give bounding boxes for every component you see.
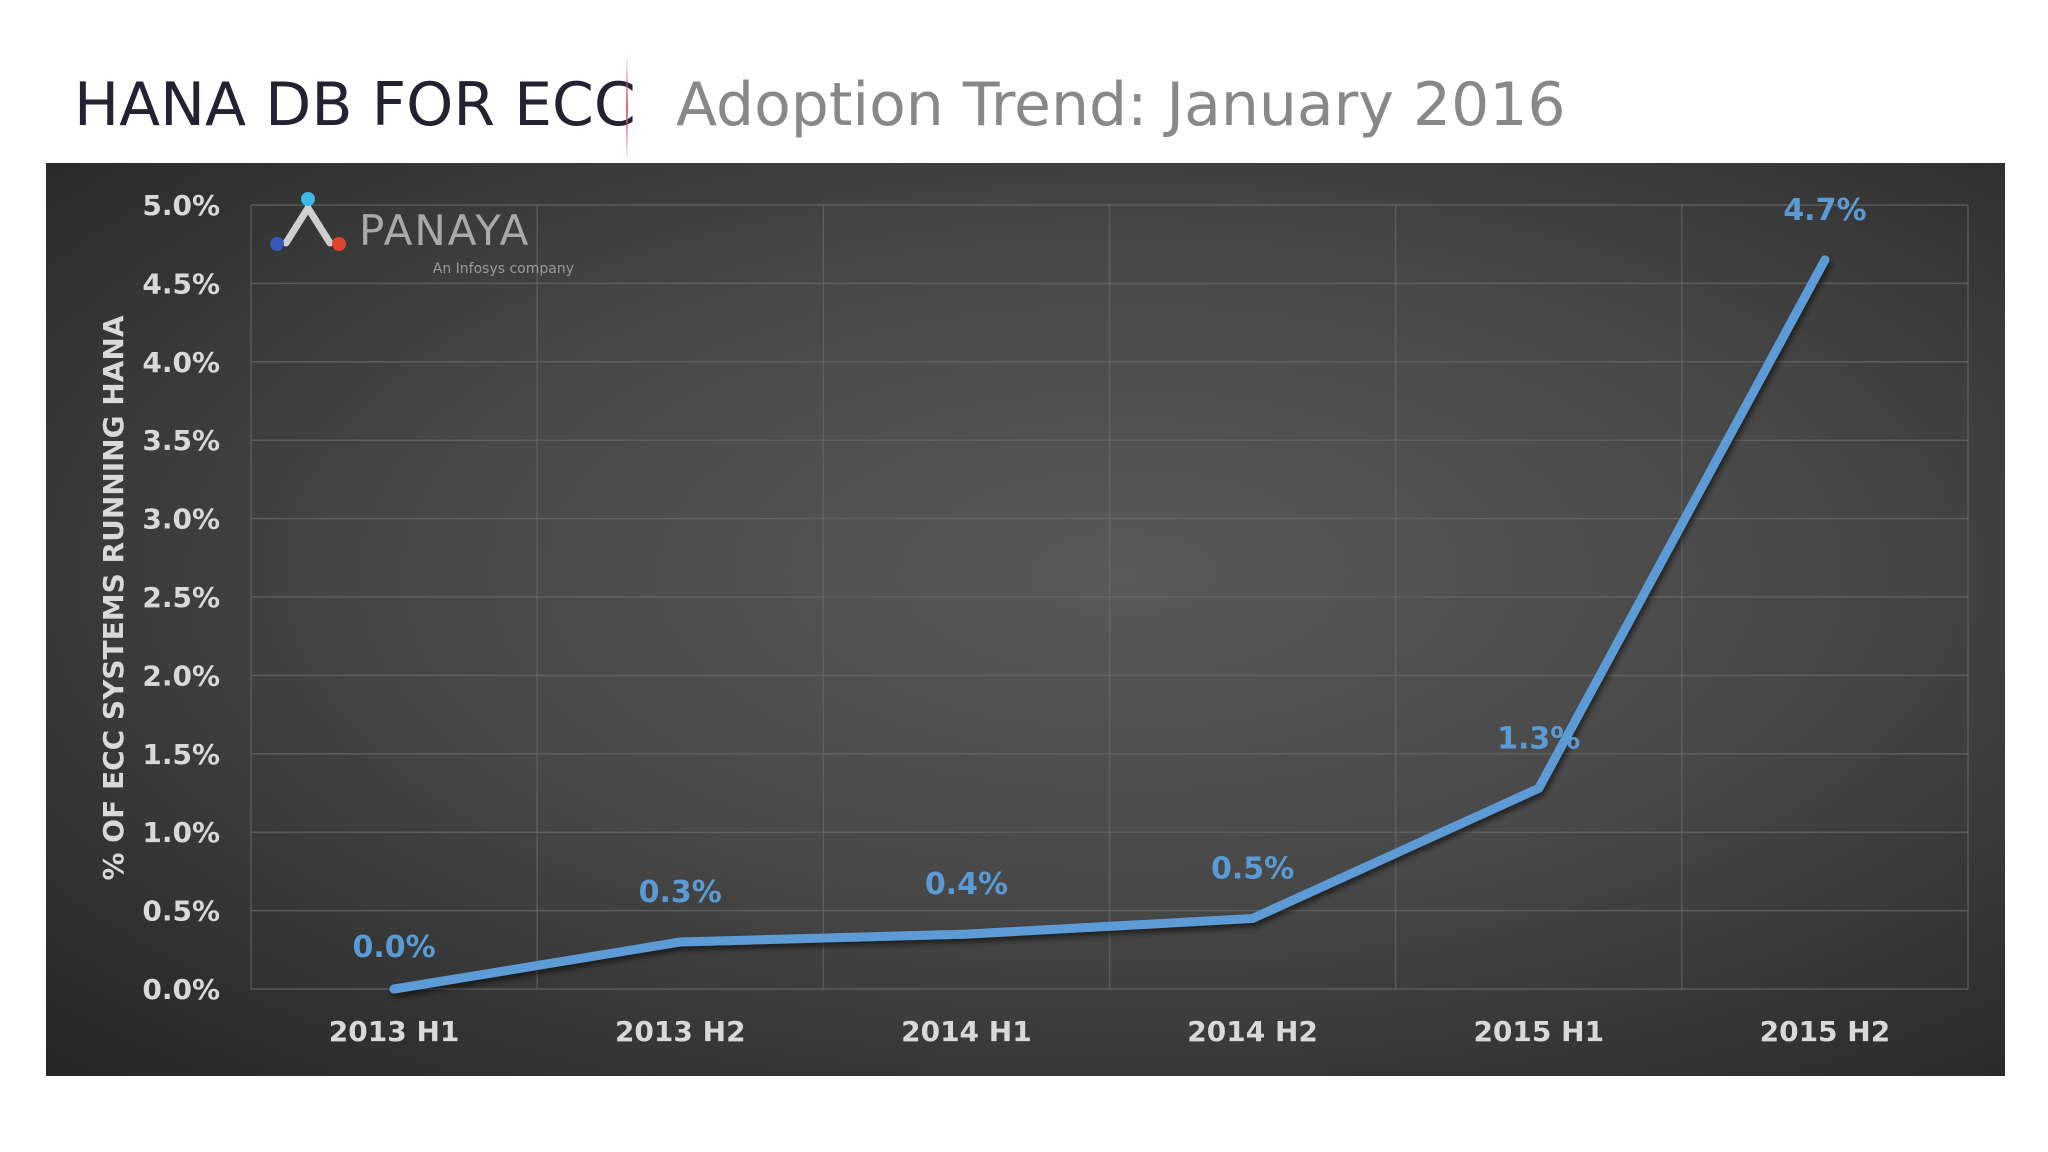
- y-tick-label: 3.0%: [142, 503, 220, 536]
- page-subtitle: Adoption Trend: January 2016: [676, 70, 1566, 140]
- y-tick-label: 3.5%: [142, 424, 220, 457]
- y-tick-label: 0.0%: [142, 973, 220, 1006]
- y-tick-label: 0.5%: [142, 895, 220, 928]
- data-labels: 0.0% 0.3% 0.4% 0.5% 1.3% 4.7%: [352, 193, 1866, 965]
- y-axis-ticks: 0.0% 0.5% 1.0% 1.5% 2.0% 2.5% 3.0% 3.5% 4.0% 4.5%…: [142, 189, 220, 1006]
- x-tick-label: 2015 H1: [1473, 1015, 1604, 1048]
- y-tick-label: 4.5%: [142, 267, 220, 300]
- x-tick-label: 2014 H2: [1187, 1015, 1318, 1048]
- data-point: [389, 984, 399, 994]
- y-tick-label: 5.0%: [142, 189, 220, 222]
- page-title: HANA DB FOR ECC: [74, 70, 636, 140]
- y-tick-label: 2.5%: [142, 581, 220, 614]
- y-axis-label: % OF ECC SYSTEMS RUNNING HANA: [97, 315, 130, 880]
- bottom-band: [0, 1076, 2048, 1152]
- y-tick-label: 4.0%: [142, 346, 220, 379]
- data-label: 1.3%: [1497, 721, 1580, 756]
- data-label: 0.5%: [1211, 851, 1294, 886]
- x-tick-label: 2015 H2: [1760, 1015, 1891, 1048]
- chart-panel: 0.0% 0.5% 1.0% 1.5% 2.0% 2.5% 3.0% 3.5% 4.0% 4.5%…: [46, 163, 2005, 1076]
- data-label: 4.7%: [1783, 193, 1866, 228]
- series-line: [389, 255, 1830, 994]
- grid: [250, 204, 1969, 990]
- y-tick-label: 1.0%: [142, 816, 220, 849]
- data-point: [961, 929, 971, 939]
- x-tick-label: 2013 H2: [615, 1015, 746, 1048]
- data-point: [1248, 913, 1258, 923]
- y-tick-label: 2.0%: [142, 659, 220, 692]
- panaya-logo: PANAYA An Infosys company: [270, 192, 574, 277]
- x-tick-label: 2014 H1: [901, 1015, 1032, 1048]
- x-axis-ticks: 2013 H1 2013 H2 2014 H1 2014 H2 2015 H1 2015 …: [329, 1015, 1890, 1048]
- line-chart: 0.0% 0.5% 1.0% 1.5% 2.0% 2.5% 3.0% 3.5% 4.0% 4.5%…: [97, 189, 1969, 1048]
- logo-mark-icon: [270, 192, 346, 251]
- logo-wordmark: PANAYA: [359, 206, 530, 255]
- data-point: [675, 937, 685, 947]
- data-point: [1534, 783, 1544, 793]
- data-label: 0.4%: [925, 867, 1008, 902]
- logo-tagline: An Infosys company: [433, 261, 574, 277]
- x-tick-label: 2013 H1: [329, 1015, 460, 1048]
- data-label: 0.3%: [639, 875, 722, 910]
- series-line-group: [389, 255, 1830, 994]
- header-divider: [626, 54, 628, 162]
- data-label: 0.0%: [352, 930, 435, 965]
- data-point: [1820, 255, 1830, 265]
- y-tick-label: 1.5%: [142, 738, 220, 771]
